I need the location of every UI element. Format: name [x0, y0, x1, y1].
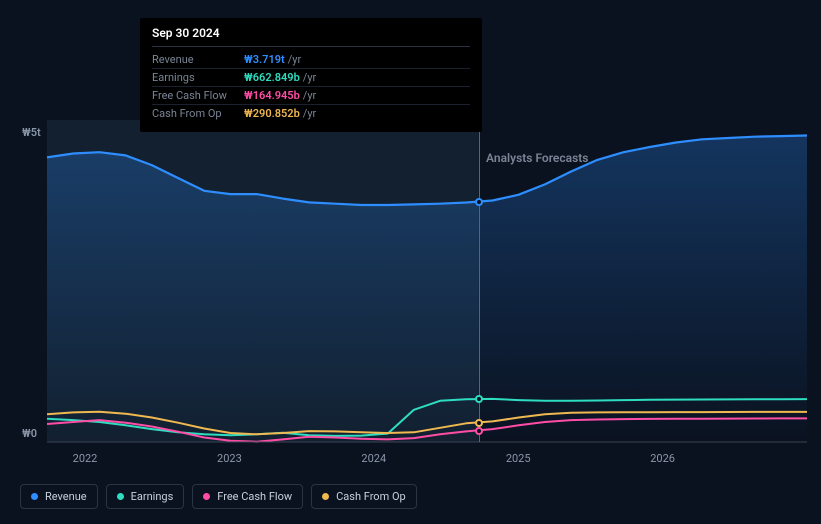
legend-label: Revenue: [45, 490, 87, 503]
x-axis-tick: 2022: [73, 452, 98, 465]
legend-label: Cash From Op: [336, 490, 406, 503]
chart-svg: [14, 120, 807, 448]
legend-label: Free Cash Flow: [217, 490, 292, 503]
legend-item[interactable]: Revenue: [20, 484, 98, 509]
tooltip-row-unit: /yr: [303, 107, 316, 120]
tooltip-row-value: ₩290.852b: [244, 107, 300, 120]
tooltip-row-label: Earnings: [152, 71, 244, 84]
x-axis-tick: 2024: [361, 452, 386, 465]
legend-item[interactable]: Cash From Op: [311, 484, 417, 509]
tooltip-row-label: Cash From Op: [152, 107, 244, 120]
x-axis-tick: 2026: [650, 452, 675, 465]
tooltip-date: Sep 30 2024: [152, 26, 470, 47]
tooltip-row-value: ₩3.719t: [244, 53, 285, 66]
tooltip-row-label: Revenue: [152, 53, 244, 66]
series-marker: [475, 419, 483, 427]
tooltip-row-unit: /yr: [303, 89, 316, 102]
tooltip-row-unit: /yr: [303, 71, 316, 84]
series-marker: [475, 427, 483, 435]
tooltip-row-label: Free Cash Flow: [152, 89, 244, 102]
tooltip-row-unit: /yr: [288, 53, 301, 66]
tooltip-row: Free Cash Flow ₩164.945b /yr: [152, 87, 470, 105]
tooltip: Sep 30 2024 Revenue ₩3.719t /yrEarnings …: [140, 18, 482, 132]
legend-item[interactable]: Earnings: [106, 484, 185, 509]
tooltip-row: Earnings ₩662.849b /yr: [152, 69, 470, 87]
legend-dot: [117, 493, 124, 500]
tooltip-row: Revenue ₩3.719t /yr: [152, 51, 470, 69]
x-axis-tick: 2025: [506, 452, 531, 465]
chart-plot[interactable]: [14, 120, 807, 448]
tooltip-row: Cash From Op ₩290.852b /yr: [152, 105, 470, 122]
legend-label: Earnings: [131, 490, 174, 503]
tooltip-row-value: ₩164.945b: [244, 89, 300, 102]
tooltip-row-value: ₩662.849b: [244, 71, 300, 84]
legend-dot: [203, 493, 210, 500]
legend-dot: [31, 493, 38, 500]
series-marker: [475, 395, 483, 403]
legend-item[interactable]: Free Cash Flow: [192, 484, 303, 509]
x-axis-labels: 2022 2023 2024 2025 2026: [47, 452, 807, 472]
legend: Revenue Earnings Free Cash Flow Cash Fro…: [20, 484, 417, 509]
series-marker: [475, 198, 483, 206]
x-axis-tick: 2023: [217, 452, 242, 465]
legend-dot: [322, 493, 329, 500]
cursor-line: [479, 120, 480, 442]
